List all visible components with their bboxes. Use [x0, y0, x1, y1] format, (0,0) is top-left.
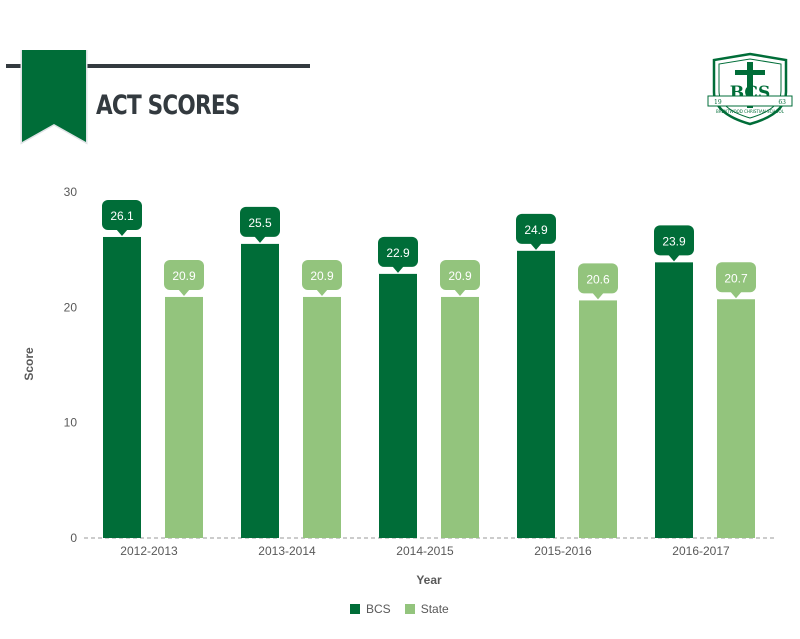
data-label: 23.9 [662, 234, 686, 248]
data-label-pointer [668, 254, 680, 262]
bar-bcs[interactable] [655, 262, 693, 538]
data-label-pointer [730, 291, 742, 299]
data-label-pointer [316, 288, 328, 296]
bar-state[interactable] [579, 300, 617, 538]
data-label: 26.1 [110, 209, 134, 223]
bar-bcs[interactable] [517, 250, 555, 538]
y-tick-label: 30 [64, 185, 78, 199]
bar-state[interactable] [303, 296, 341, 538]
x-tick-label: 2016-2017 [672, 544, 730, 558]
x-tick-label: 2015-2016 [534, 544, 592, 558]
data-label: 24.9 [524, 223, 548, 237]
school-crest-logo: BCS 19 63 BRENTWOOD CHRISTIAN SCHOOL [707, 52, 793, 126]
data-label-pointer [530, 242, 542, 250]
page-title: ACT SCORES [96, 90, 240, 121]
data-label: 20.9 [310, 269, 334, 283]
data-label: 22.9 [386, 246, 410, 260]
legend-item-state[interactable]: State [404, 602, 449, 616]
data-label-pointer [454, 288, 466, 296]
x-tick-label: 2014-2015 [396, 544, 454, 558]
legend-swatch-state [404, 604, 415, 614]
y-tick-label: 20 [64, 300, 78, 314]
x-tick-label: 2012-2013 [120, 544, 178, 558]
data-label: 20.9 [172, 269, 196, 283]
x-tick-label: 2013-2014 [258, 544, 316, 558]
svg-text:19: 19 [714, 99, 722, 106]
bar-bcs[interactable] [379, 273, 417, 538]
data-label-pointer [254, 235, 266, 243]
data-label-bubble [654, 225, 694, 256]
y-tick-label: 10 [64, 416, 78, 430]
data-label-pointer [392, 265, 404, 273]
svg-text:BRENTWOOD CHRISTIAN SCHOOL: BRENTWOOD CHRISTIAN SCHOOL [716, 109, 785, 114]
bar-state[interactable] [717, 299, 755, 538]
data-label-bubble [578, 263, 618, 294]
data-label-bubble [378, 236, 418, 267]
bar-bcs[interactable] [241, 243, 279, 538]
legend-swatch-bcs [350, 604, 360, 614]
data-label: 20.6 [586, 272, 610, 286]
data-label: 25.5 [248, 216, 272, 230]
data-label-bubble [302, 259, 342, 290]
data-label: 20.9 [448, 269, 472, 283]
bookmark-ribbon-icon [20, 50, 88, 145]
data-label-bubble [716, 262, 756, 293]
chart-legend: BCS State [350, 602, 449, 616]
data-label: 20.7 [724, 271, 748, 285]
data-label-bubble [102, 199, 142, 230]
data-label-bubble [440, 259, 480, 290]
data-label-bubble [516, 213, 556, 244]
data-label-pointer [592, 292, 604, 300]
data-label-pointer [116, 228, 128, 236]
bar-state[interactable] [441, 296, 479, 538]
bar-state[interactable] [165, 296, 203, 538]
svg-text:63: 63 [778, 99, 786, 106]
header-rule [6, 64, 310, 68]
legend-item-bcs[interactable]: BCS [350, 602, 391, 616]
data-label-bubble [164, 259, 204, 290]
x-axis-title: Year [416, 573, 442, 587]
data-label-pointer [178, 288, 190, 296]
bar-bcs[interactable] [103, 236, 141, 539]
y-axis-title: Score [22, 347, 36, 381]
data-label-bubble [240, 206, 280, 237]
y-tick-label: 0 [70, 531, 77, 545]
